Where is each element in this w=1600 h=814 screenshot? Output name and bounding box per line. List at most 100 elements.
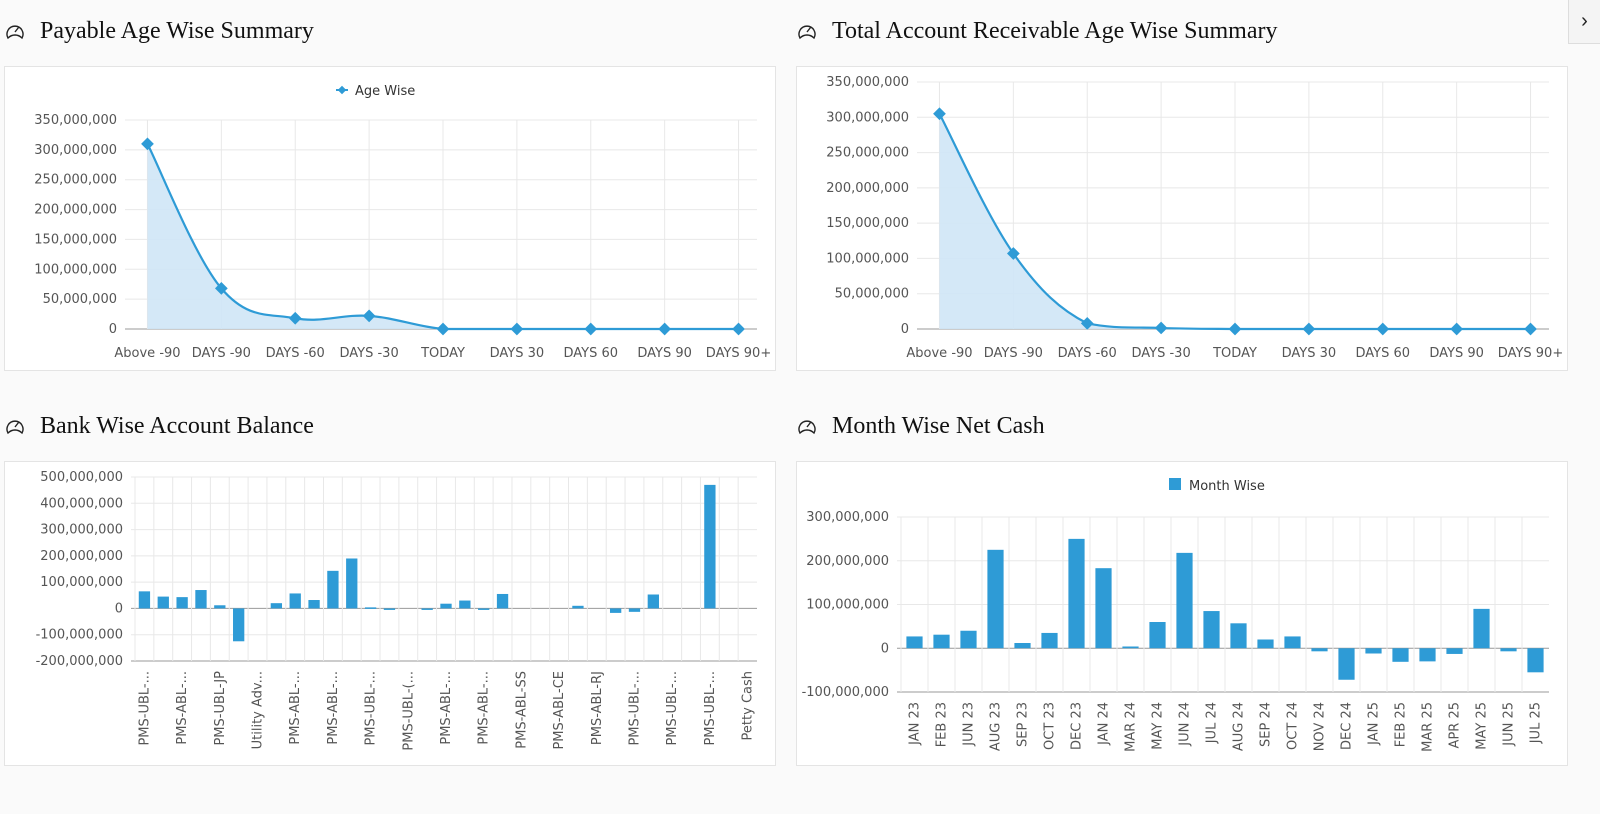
x-tick-label: TODAY <box>420 346 465 361</box>
bank-title-text: Bank Wise Account Balance <box>40 413 314 439</box>
legend-label: Age Wise <box>355 84 415 99</box>
y-tick-label: 100,000,000 <box>826 251 909 266</box>
receivable-age-wise-chart: 0 50,000,000 100,000,000 150,000,000 200,000… <box>826 75 1563 361</box>
data-point-marker <box>732 322 745 336</box>
bar <box>1149 622 1166 649</box>
x-tick-label: PMS-ABL-CE <box>552 671 567 750</box>
x-tick-label: OCT 24 <box>1286 702 1301 750</box>
x-tick-label: DAYS 90 <box>637 346 692 361</box>
x-tick-label: DAYS 30 <box>1282 346 1337 361</box>
dashboard-gauge-icon <box>6 420 24 434</box>
bar <box>308 600 320 609</box>
bar <box>960 630 977 649</box>
x-tick-label: Utility Adv... <box>251 671 266 749</box>
data-point-marker <box>658 322 672 336</box>
bar <box>1500 648 1517 652</box>
bar <box>1041 632 1058 649</box>
x-tick-label: DAYS -30 <box>1132 346 1191 361</box>
data-point-marker <box>1302 322 1316 336</box>
data-point-marker <box>1080 316 1094 330</box>
x-tick-label: PMS-UBL-... <box>137 671 152 746</box>
series-area <box>939 113 1531 329</box>
y-tick-label: 100,000,000 <box>806 598 889 613</box>
payable-title-text: Payable Age Wise Summary <box>40 18 314 44</box>
bar <box>1527 648 1544 673</box>
bar <box>1284 636 1301 649</box>
data-point-marker <box>510 322 524 336</box>
x-tick-label: DEC 24 <box>1340 702 1355 750</box>
y-tick-label: 0 <box>109 322 117 337</box>
y-tick-label: -200,000,000 <box>36 654 123 669</box>
x-tick-label: PMS-ABL-... <box>288 671 303 745</box>
x-tick-label: AUG 23 <box>989 702 1004 751</box>
x-tick-label: DEC 23 <box>1070 702 1085 750</box>
payable-chart-card: Age Wise 0 50,000,000 100,000,000 150,000,00… <box>4 66 776 371</box>
x-tick-label: JUL 25 <box>1529 702 1544 744</box>
next-panel-button[interactable]: › <box>1568 0 1600 44</box>
x-tick-label: PMS-UBL-JP <box>213 671 228 746</box>
monthly-chart-card: Month Wise -100,000,000 0 100,000,000 200,00… <box>796 461 1568 766</box>
y-tick-label: 0 <box>881 641 889 656</box>
x-tick-label: APR 25 <box>1448 702 1463 748</box>
y-tick-label: 200,000,000 <box>40 549 123 564</box>
dashboard-gauge-icon <box>798 420 816 434</box>
y-tick-label: 50,000,000 <box>835 287 909 302</box>
y-tick-label: 300,000,000 <box>40 523 123 538</box>
bar <box>138 591 151 609</box>
x-tick-label: Above -90 <box>906 346 972 361</box>
dashboard-gauge-icon <box>798 25 816 39</box>
month-wise-net-cash-chart: Month Wise -100,000,000 0 100,000,000 200,00… <box>802 478 1549 752</box>
x-tick-label: PMS-ABL-... <box>439 671 454 745</box>
x-tick-label: PMS-UBL-(... <box>401 671 416 751</box>
data-point-marker <box>933 107 946 121</box>
bar <box>346 558 358 609</box>
y-tick-label: 350,000,000 <box>34 113 117 128</box>
y-tick-label: 300,000,000 <box>34 143 117 158</box>
bar <box>496 593 509 609</box>
series-area <box>147 143 739 329</box>
data-point-marker <box>1154 321 1168 335</box>
y-tick-label: 100,000,000 <box>40 575 123 590</box>
chevron-right-icon: › <box>1581 10 1588 32</box>
bar <box>572 605 584 609</box>
bar <box>195 590 207 609</box>
y-tick-label: 200,000,000 <box>806 554 889 569</box>
bar <box>270 603 283 609</box>
bar <box>1122 646 1139 649</box>
bar <box>647 594 659 609</box>
bar <box>1257 639 1274 649</box>
bar <box>1068 538 1085 649</box>
bar <box>933 634 950 649</box>
data-point-marker <box>584 322 598 336</box>
y-tick-label: 150,000,000 <box>34 232 117 247</box>
bar <box>1014 643 1031 649</box>
y-tick-label: 350,000,000 <box>826 75 909 90</box>
x-tick-label: PMS-ABL-... <box>477 671 492 745</box>
y-tick-label: -100,000,000 <box>36 628 123 643</box>
data-point-marker <box>1228 322 1242 336</box>
x-tick-label: NOV 24 <box>1313 702 1328 751</box>
x-tick-label: JUL 24 <box>1205 702 1220 744</box>
y-tick-label: 250,000,000 <box>826 146 909 161</box>
bar <box>987 549 1004 649</box>
x-tick-label: MAY 24 <box>1151 702 1166 750</box>
x-tick-label: DAYS 60 <box>563 346 618 361</box>
data-point-marker <box>436 322 450 336</box>
y-tick-label: 0 <box>901 322 909 337</box>
bar <box>906 636 923 649</box>
receivable-title-text: Total Account Receivable Age Wise Summar… <box>832 18 1278 44</box>
x-tick-label: TODAY <box>1212 346 1257 361</box>
x-tick-label: JUN 25 <box>1502 702 1517 747</box>
x-tick-label: DAYS -30 <box>340 346 399 361</box>
bar <box>1446 648 1463 654</box>
bank-panel-title: Bank Wise Account Balance <box>4 413 314 440</box>
y-tick-label: 300,000,000 <box>806 510 889 525</box>
y-tick-label: 50,000,000 <box>43 292 117 307</box>
bar <box>176 597 188 609</box>
x-tick-label: Petty Cash <box>741 671 756 740</box>
monthly-panel-title: Month Wise Net Cash <box>796 413 1045 440</box>
bar <box>1095 568 1112 649</box>
bar <box>1392 648 1409 662</box>
data-point-marker <box>1524 322 1537 336</box>
legend-box-icon <box>1169 478 1181 490</box>
